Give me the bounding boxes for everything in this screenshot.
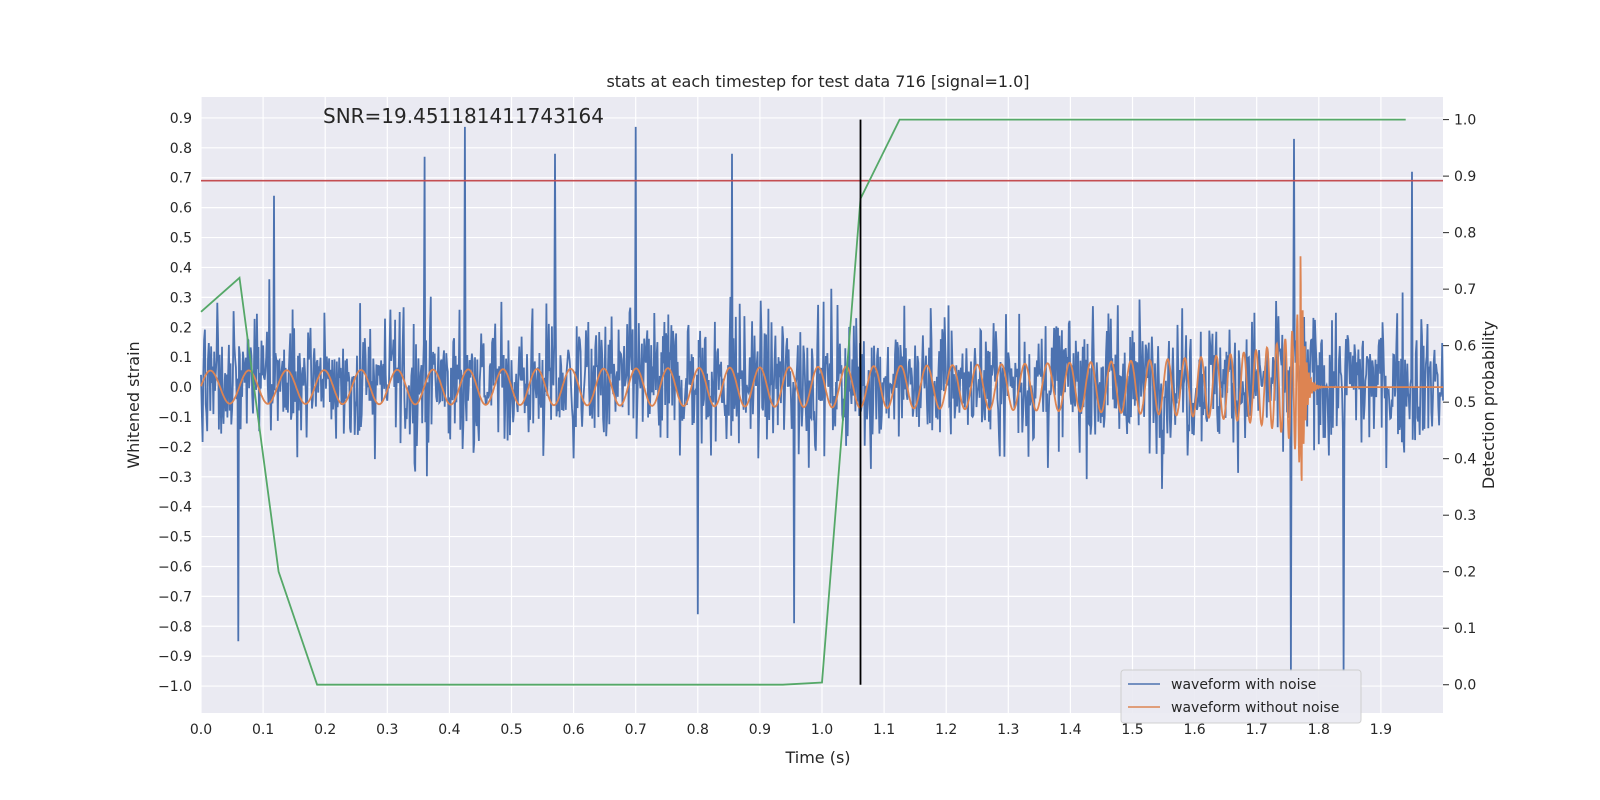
series-detection-probability [200, 118, 1406, 686]
y-tick-label: 0.6 [170, 201, 192, 217]
x-tick-label: 1.3 [997, 722, 1019, 738]
series-waveform-without-noise [200, 256, 1443, 481]
y-tick-label: −0.3 [158, 470, 192, 486]
x-tick-label: 0.5 [500, 722, 522, 738]
x-tick-label: 0.4 [438, 722, 460, 738]
y-tick-label: 0.0 [170, 380, 192, 396]
x-tick-label: 0.3 [376, 722, 398, 738]
y-tick-label: −1.0 [158, 679, 192, 695]
y-tick-label: −0.9 [158, 649, 192, 665]
x-tick-label: 0.0 [190, 722, 212, 738]
legend-box [1120, 669, 1362, 724]
grid [200, 97, 1443, 713]
legend-label-noise: waveform with noise [1171, 677, 1316, 693]
y-tick-label: 0.8 [170, 141, 192, 157]
legend: waveform with noise waveform without noi… [1120, 669, 1362, 724]
x-tick-label: 0.8 [687, 722, 709, 738]
y2-tick-label: 0.0 [1454, 678, 1476, 694]
y2-tick-label: 0.5 [1454, 395, 1476, 411]
x-tick-label: 1.0 [811, 722, 833, 738]
y-tick-label: −0.4 [158, 500, 192, 516]
y2-axis-label: Detection probability [1479, 321, 1498, 489]
chart-title: stats at each timestep for test data 716… [606, 72, 1029, 91]
y-tick-label: 0.3 [170, 290, 192, 306]
x-tick-label: 1.8 [1308, 722, 1330, 738]
y-axis-ticks: 0.9 0.8 0.7 0.6 0.5 0.4 0.3 0.2 0.1 0.0 −0.1 −0.2 −0… [158, 111, 192, 695]
snr-annotation: SNR=19.451181411743164 [323, 104, 604, 128]
x-tick-label: 1.7 [1246, 722, 1268, 738]
y2-tick-label: 0.9 [1454, 169, 1476, 185]
x-tick-label: 0.1 [252, 722, 274, 738]
y2-tick-label: 0.4 [1454, 452, 1476, 468]
y-tick-label: −0.1 [158, 410, 192, 426]
x-tick-label: 0.7 [625, 722, 647, 738]
y2-tick-label: 1.0 [1454, 113, 1476, 129]
y2-tick-label: 0.8 [1454, 226, 1476, 242]
x-tick-label: 1.9 [1370, 722, 1392, 738]
y-tick-label: 0.4 [170, 260, 192, 276]
x-tick-label: 0.9 [749, 722, 771, 738]
y-axis-label: Whitened strain [124, 341, 143, 468]
legend-label-clean: waveform without noise [1171, 700, 1339, 716]
y-tick-label: 0.7 [170, 171, 192, 187]
x-tick-label: 1.5 [1121, 722, 1143, 738]
x-tick-label: 0.2 [314, 722, 336, 738]
y-tick-label: −0.8 [158, 619, 192, 635]
x-axis-ticks: 0.0 0.1 0.2 0.3 0.4 0.5 0.6 0.7 0.8 0.9 1.0 1.1 1.2 1… [190, 722, 1392, 738]
y-tick-label: −0.2 [158, 440, 192, 456]
x-tick-label: 1.1 [873, 722, 895, 738]
y-tick-label: 0.2 [170, 320, 192, 336]
plot-area [200, 118, 1444, 686]
y2-tick-label: 0.3 [1454, 508, 1476, 524]
y2-axis-ticks: 1.0 0.9 0.8 0.7 0.6 0.5 0.4 0.3 0.2 0.1 0.0 [1443, 113, 1476, 694]
y-tick-label: 0.5 [170, 231, 192, 247]
y2-tick-label: 0.2 [1454, 565, 1476, 581]
y-tick-label: 0.1 [170, 350, 192, 366]
x-tick-label: 1.6 [1183, 722, 1205, 738]
y-tick-label: −0.6 [158, 559, 192, 575]
x-tick-label: 0.6 [562, 722, 584, 738]
y-tick-label: −0.5 [158, 530, 192, 546]
y-tick-label: −0.7 [158, 589, 192, 605]
y2-tick-label: 0.1 [1454, 621, 1476, 637]
x-tick-label: 1.4 [1059, 722, 1081, 738]
y-tick-label: 0.9 [170, 111, 192, 127]
x-tick-label: 1.2 [935, 722, 957, 738]
x-axis-label: Time (s) [784, 748, 850, 767]
y2-tick-label: 0.7 [1454, 282, 1476, 298]
y2-tick-label: 0.6 [1454, 339, 1476, 355]
